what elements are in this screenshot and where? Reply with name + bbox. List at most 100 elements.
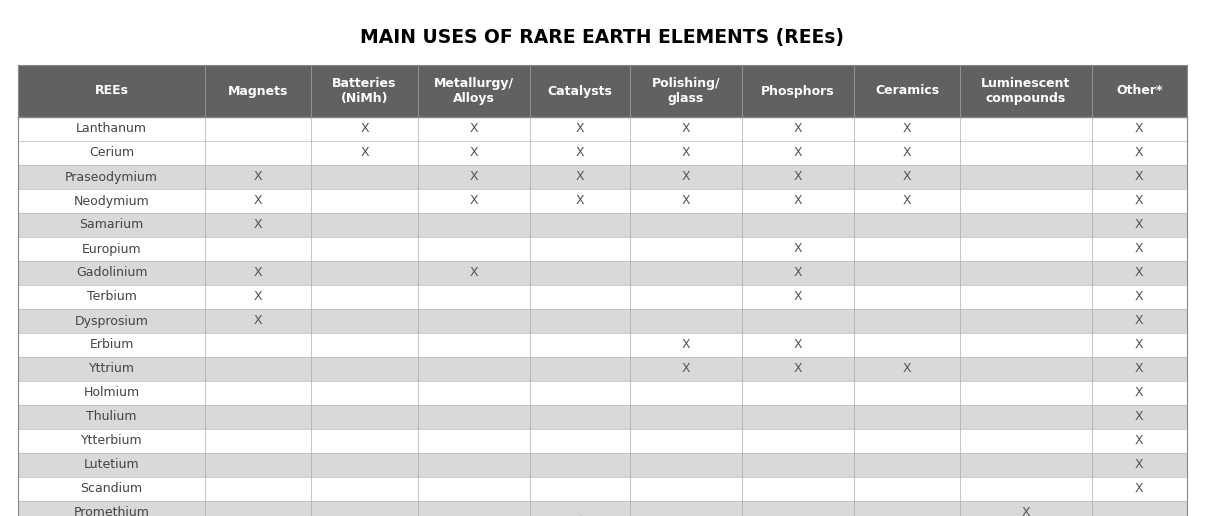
Text: MAIN USES OF RARE EARTH ELEMENTS (REEs): MAIN USES OF RARE EARTH ELEMENTS (REEs) bbox=[360, 28, 845, 47]
Bar bbox=[18, 333, 1187, 357]
Bar bbox=[18, 477, 1187, 501]
Text: X: X bbox=[360, 122, 369, 136]
Bar bbox=[18, 501, 1187, 516]
Text: X: X bbox=[1135, 266, 1144, 280]
Text: X: X bbox=[576, 170, 584, 184]
Text: X: X bbox=[903, 122, 912, 136]
Text: X: X bbox=[254, 218, 263, 232]
Text: Praseodymium: Praseodymium bbox=[65, 170, 158, 184]
Bar bbox=[18, 261, 1187, 285]
Text: X: X bbox=[682, 170, 690, 184]
Text: X: X bbox=[470, 195, 478, 207]
Text: X: X bbox=[682, 147, 690, 159]
Text: X: X bbox=[903, 147, 912, 159]
Text: Scandium: Scandium bbox=[81, 482, 142, 495]
Text: X: X bbox=[1135, 147, 1144, 159]
Text: X: X bbox=[1022, 507, 1030, 516]
Text: X: X bbox=[1135, 243, 1144, 255]
Text: Samarium: Samarium bbox=[80, 218, 143, 232]
Text: X: X bbox=[254, 314, 263, 328]
Text: X: X bbox=[1135, 338, 1144, 351]
Text: Magnets: Magnets bbox=[228, 85, 288, 98]
Text: X: X bbox=[903, 170, 912, 184]
Text: X: X bbox=[794, 291, 803, 303]
Bar bbox=[18, 237, 1187, 261]
Text: X: X bbox=[470, 170, 478, 184]
Text: X: X bbox=[794, 266, 803, 280]
Text: .: . bbox=[577, 504, 583, 516]
Text: X: X bbox=[254, 195, 263, 207]
Text: X: X bbox=[903, 195, 912, 207]
Text: X: X bbox=[1135, 291, 1144, 303]
Text: X: X bbox=[576, 195, 584, 207]
Text: X: X bbox=[682, 195, 690, 207]
Text: X: X bbox=[1135, 459, 1144, 472]
Bar bbox=[18, 65, 1187, 117]
Text: X: X bbox=[1135, 122, 1144, 136]
Text: Other*: Other* bbox=[1116, 85, 1163, 98]
Text: X: X bbox=[360, 147, 369, 159]
Text: Lutetium: Lutetium bbox=[84, 459, 140, 472]
Bar bbox=[18, 165, 1187, 189]
Text: X: X bbox=[1135, 386, 1144, 399]
Text: Gadolinium: Gadolinium bbox=[76, 266, 147, 280]
Text: Catalysts: Catalysts bbox=[547, 85, 612, 98]
Text: Lanthanum: Lanthanum bbox=[76, 122, 147, 136]
Text: X: X bbox=[470, 122, 478, 136]
Bar bbox=[18, 141, 1187, 165]
Text: X: X bbox=[682, 363, 690, 376]
Text: X: X bbox=[794, 363, 803, 376]
Text: X: X bbox=[254, 170, 263, 184]
Text: X: X bbox=[1135, 363, 1144, 376]
Text: X: X bbox=[682, 338, 690, 351]
Bar bbox=[18, 213, 1187, 237]
Text: Holmium: Holmium bbox=[83, 386, 140, 399]
Text: X: X bbox=[794, 122, 803, 136]
Text: Metallurgy/
Alloys: Metallurgy/ Alloys bbox=[434, 77, 513, 105]
Bar bbox=[18, 429, 1187, 453]
Text: Erbium: Erbium bbox=[89, 338, 134, 351]
Text: X: X bbox=[470, 147, 478, 159]
Text: X: X bbox=[1135, 195, 1144, 207]
Text: Luminescent
compounds: Luminescent compounds bbox=[981, 77, 1071, 105]
Bar bbox=[18, 357, 1187, 381]
Text: X: X bbox=[794, 195, 803, 207]
Text: Promethium: Promethium bbox=[74, 507, 149, 516]
Text: X: X bbox=[576, 147, 584, 159]
Bar bbox=[18, 453, 1187, 477]
Text: X: X bbox=[794, 147, 803, 159]
Text: Thulium: Thulium bbox=[87, 411, 137, 424]
Text: Neodymium: Neodymium bbox=[74, 195, 149, 207]
Text: X: X bbox=[254, 266, 263, 280]
Text: X: X bbox=[1135, 434, 1144, 447]
Text: Europium: Europium bbox=[82, 243, 141, 255]
Bar bbox=[18, 381, 1187, 405]
Text: X: X bbox=[794, 338, 803, 351]
Text: Yttrium: Yttrium bbox=[89, 363, 135, 376]
Text: Terbium: Terbium bbox=[87, 291, 136, 303]
Bar bbox=[18, 189, 1187, 213]
Text: Polishing/
glass: Polishing/ glass bbox=[652, 77, 721, 105]
Text: Ytterbium: Ytterbium bbox=[81, 434, 142, 447]
Text: X: X bbox=[1135, 482, 1144, 495]
Text: X: X bbox=[682, 122, 690, 136]
Bar bbox=[18, 405, 1187, 429]
Text: X: X bbox=[1135, 170, 1144, 184]
Text: REEs: REEs bbox=[95, 85, 129, 98]
Text: X: X bbox=[1135, 314, 1144, 328]
Text: X: X bbox=[794, 243, 803, 255]
Text: Ceramics: Ceramics bbox=[875, 85, 940, 98]
Text: X: X bbox=[1135, 411, 1144, 424]
Text: Batteries
(NiMh): Batteries (NiMh) bbox=[333, 77, 396, 105]
Text: X: X bbox=[1135, 218, 1144, 232]
Text: X: X bbox=[254, 291, 263, 303]
Text: Phosphors: Phosphors bbox=[762, 85, 835, 98]
Text: X: X bbox=[576, 122, 584, 136]
Text: X: X bbox=[903, 363, 912, 376]
Bar bbox=[18, 309, 1187, 333]
Text: X: X bbox=[470, 266, 478, 280]
Text: Cerium: Cerium bbox=[89, 147, 134, 159]
Text: X: X bbox=[794, 170, 803, 184]
Text: Dysprosium: Dysprosium bbox=[75, 314, 148, 328]
Bar bbox=[18, 117, 1187, 141]
